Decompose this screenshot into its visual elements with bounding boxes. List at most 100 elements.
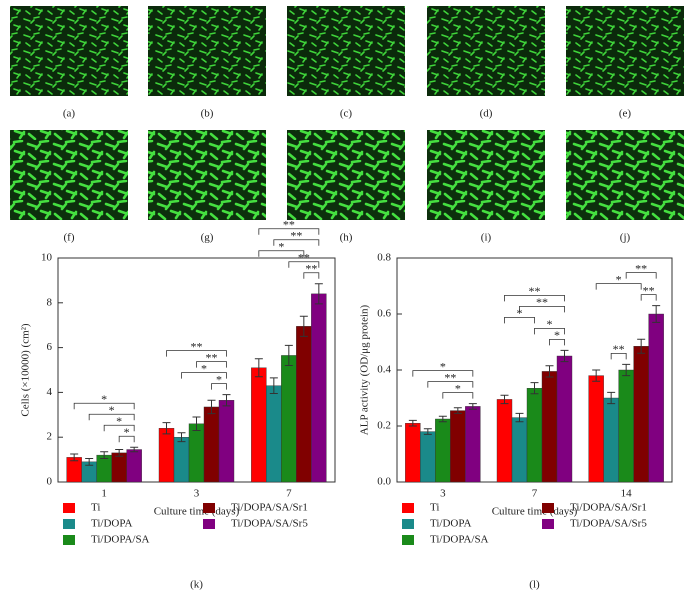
error-bar [207,399,216,415]
significance-bracket [273,239,320,246]
panel-label: (c) [340,108,353,120]
error-bar [622,363,631,377]
bar [511,417,528,483]
error-bar [192,416,201,431]
bar [556,355,573,483]
micrograph [10,130,128,220]
significance-bracket [504,317,535,324]
panel-label: (g) [201,232,214,244]
bar [251,367,267,483]
legend-label: Ti/DOPA [91,518,132,530]
panel-label: (h) [340,232,353,244]
bar [648,313,664,483]
error-bar [637,338,646,354]
bar [541,371,558,483]
significance-bracket [610,353,627,360]
y-tick-label: 8 [47,296,53,308]
x-tick-label: 7 [532,488,538,500]
significance-label: ** [305,262,317,276]
legend-label: Ti/DOPA/SA/Sr1 [570,502,647,514]
legend-label: Ti [91,502,100,514]
legend-label: Ti/DOPA/SA/Sr5 [570,518,647,530]
x-tick-label: 3 [440,488,446,500]
significance-bracket [73,402,135,410]
y-tick-label: 0.8 [377,252,391,264]
significance-label: ** [643,283,655,297]
error-bar [500,394,509,405]
significance-bracket [303,272,320,279]
significance-label: * [554,328,560,342]
significance-label: * [616,272,622,286]
legend-swatch [63,519,75,529]
significance-bracket [412,370,474,377]
bar [188,423,205,483]
micrograph [566,130,684,220]
error-bar [453,407,462,414]
error-bar [269,377,278,395]
legend-label: Ti/DOPA/SA/Sr5 [231,518,308,530]
y-axis-label: Cells (×10000) (cm²) [20,323,32,417]
x-tick-label: 7 [286,488,292,500]
significance-label: * [517,306,523,320]
error-bar [70,453,79,462]
significance-bracket [196,361,227,368]
significance-bracket [258,228,320,235]
legend-label: Ti [430,502,439,514]
error-bar [284,344,293,367]
significance-bracket [88,413,135,421]
significance-bracket [166,350,227,357]
bar [405,423,421,483]
x-tick-label: 14 [621,488,633,500]
panel-label: (b) [201,108,214,120]
y-tick-label: 10 [41,252,53,264]
significance-label: ** [635,261,647,275]
bar [96,454,112,483]
y-tick-label: 0.2 [377,420,391,432]
legend-swatch [402,503,414,513]
bar [311,293,327,483]
error-bar [100,451,109,459]
y-axis-label: ALP activity (OD/μg protein) [359,304,371,435]
significance-label: * [109,403,115,417]
bar [603,397,619,483]
significance-label: * [455,381,461,395]
error-bar [254,358,263,378]
micrograph [287,130,405,220]
chart-caption: (l) [529,579,540,591]
micrograph [427,130,545,220]
significance-label: * [101,392,107,406]
error-bar [592,369,601,382]
bar [218,400,235,483]
significance-label: ** [613,342,625,356]
legend-swatch [542,519,554,529]
significance-label: * [440,359,446,373]
y-tick-label: 0 [47,476,53,488]
bar [173,437,190,483]
error-bar [222,394,231,407]
significance-label: ** [283,218,295,232]
y-tick-label: 0.0 [377,476,391,488]
legend-swatch [63,535,75,545]
panel-label: (a) [63,108,76,120]
bar [435,418,451,483]
x-tick-label: 1 [101,488,107,500]
legend-label: Ti/DOPA [430,518,471,530]
legend-swatch [203,519,215,529]
significance-label: * [278,240,284,254]
legend-label: Ti/DOPA/SA/Sr1 [231,502,308,514]
panel-label: (e) [619,108,632,120]
significance-bracket [640,294,657,301]
micrograph [148,6,266,96]
y-tick-label: 4 [47,386,53,398]
significance-bracket [288,261,320,268]
y-tick-label: 0.6 [377,308,391,320]
legend-swatch [63,503,75,513]
significance-label: * [547,317,553,331]
error-bar [130,446,139,453]
significance-label: ** [529,284,541,298]
significance-label: * [216,372,222,386]
y-tick-label: 0.4 [377,364,391,376]
significance-label: * [201,361,207,375]
significance-bracket [211,383,227,390]
